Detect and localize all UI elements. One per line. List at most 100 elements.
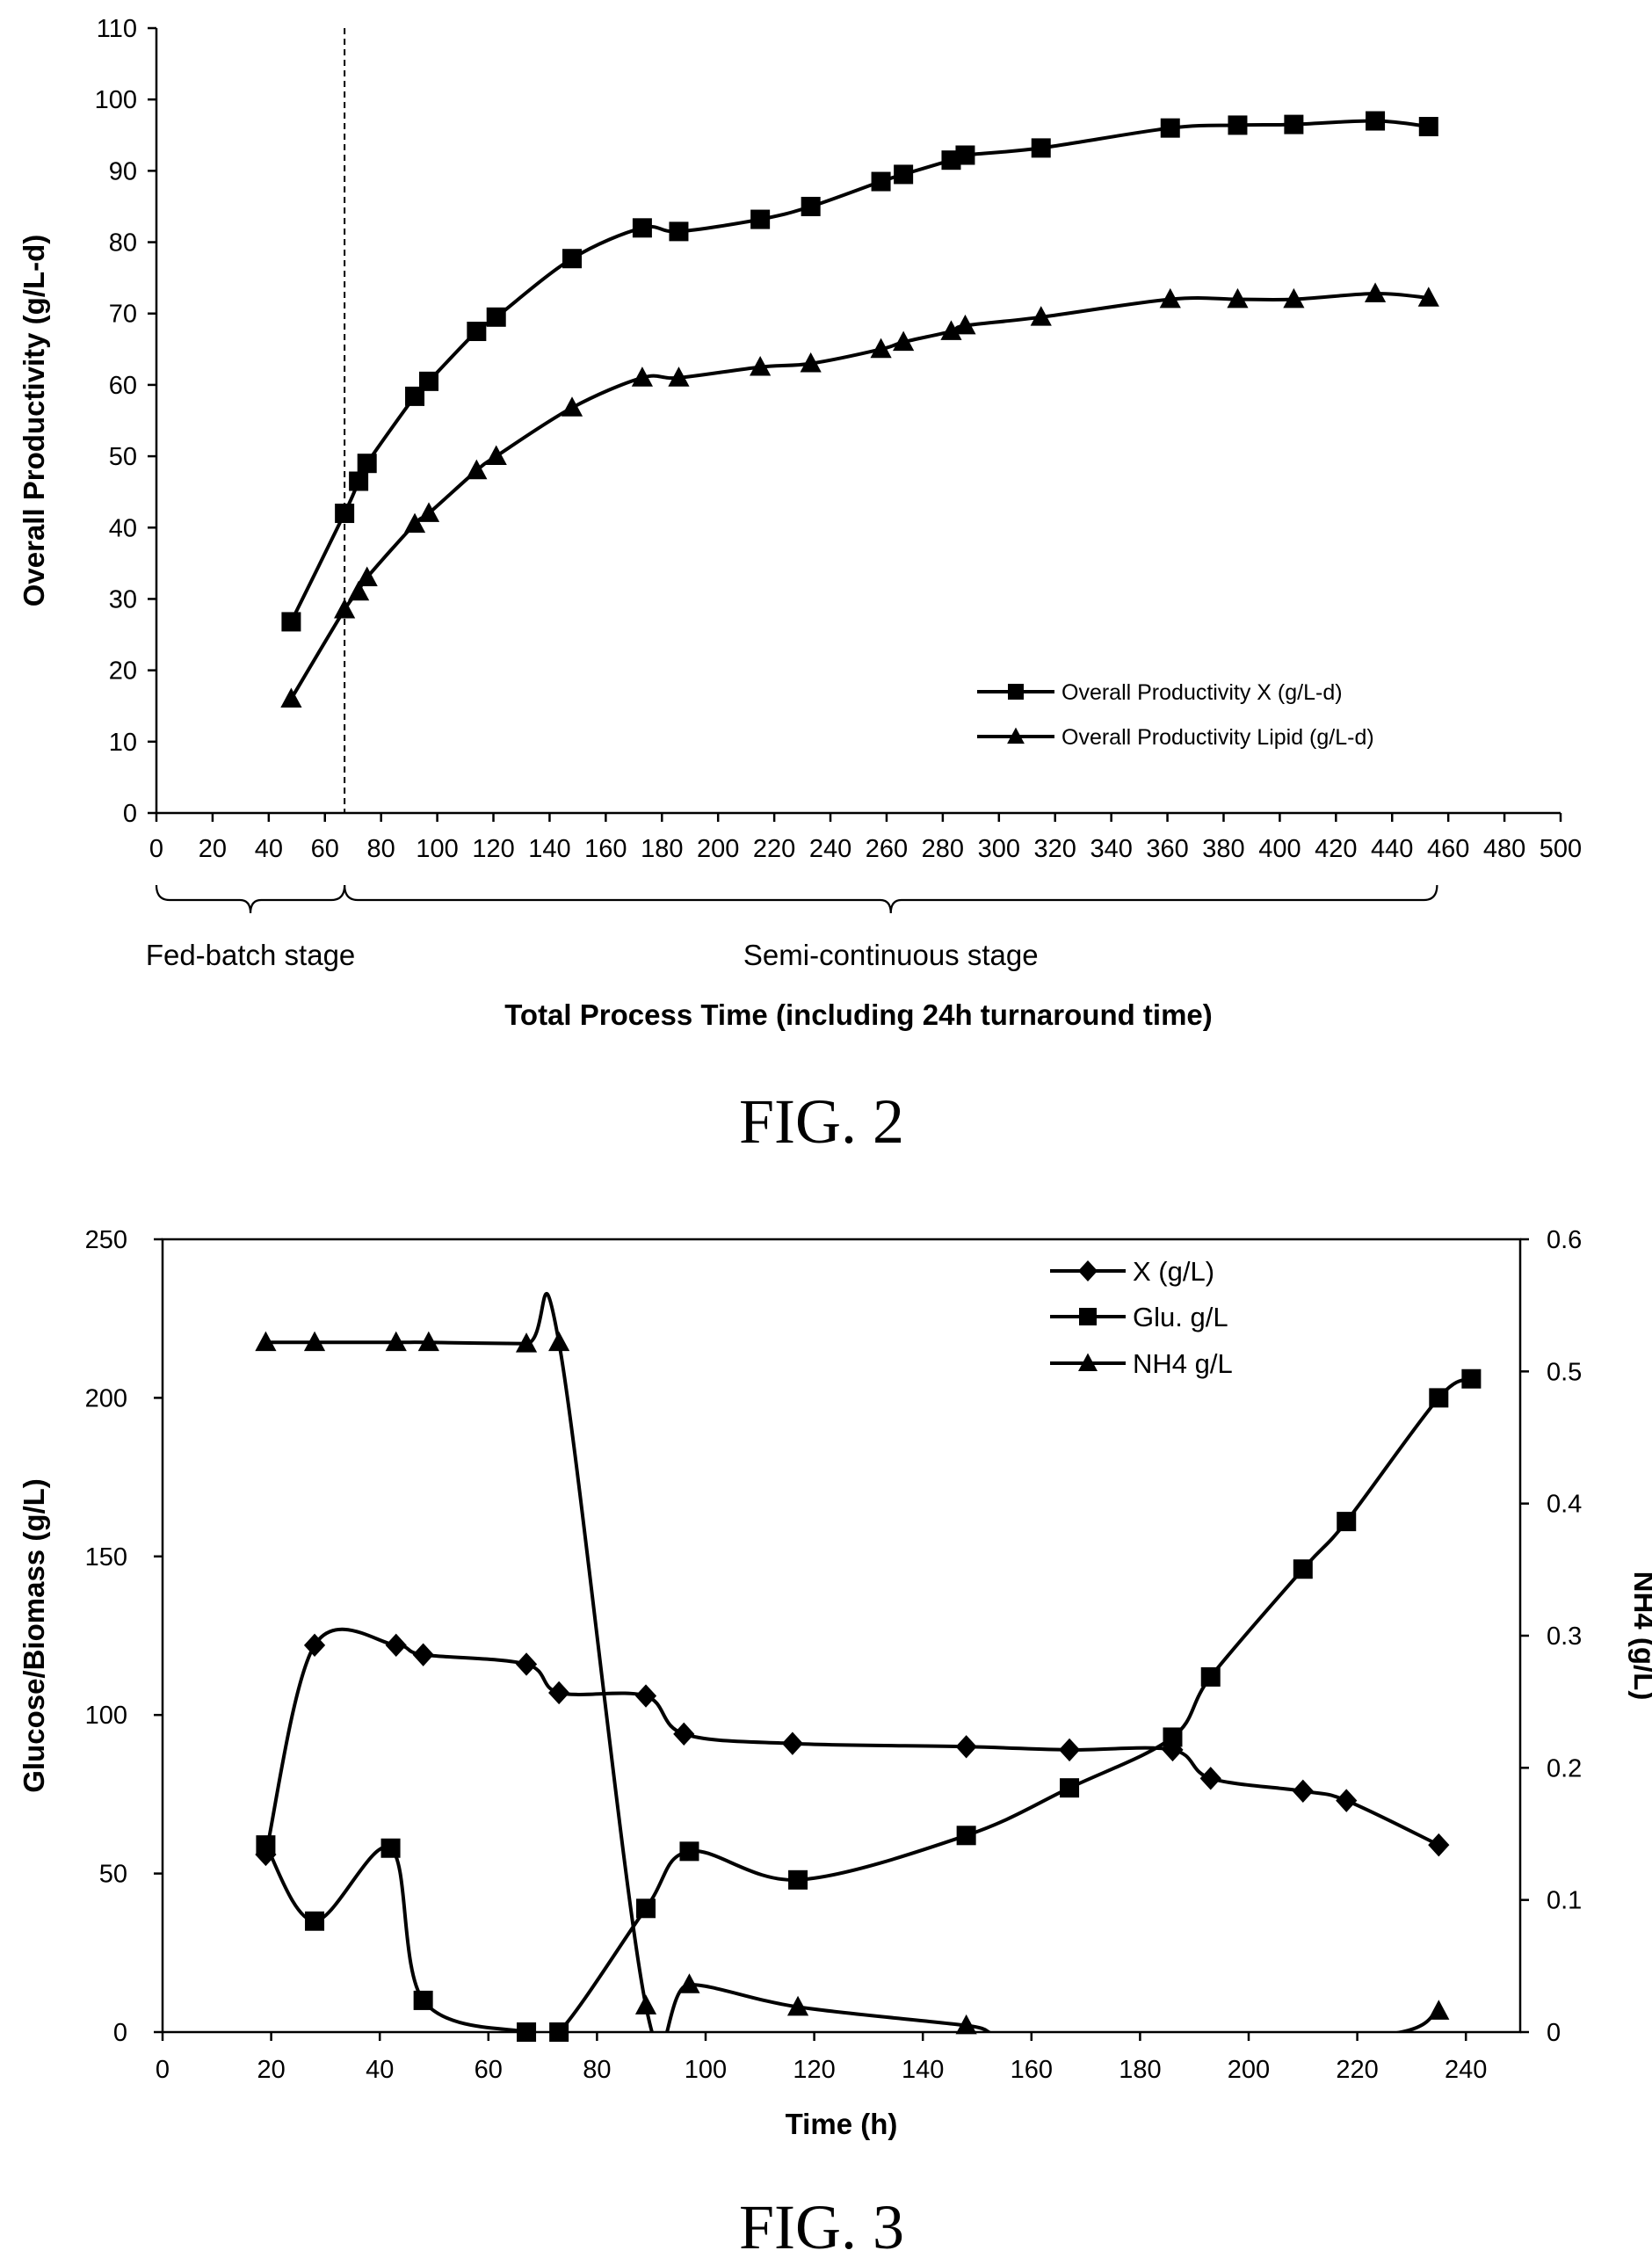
data-point <box>1364 282 1387 302</box>
data-point <box>549 2022 569 2042</box>
data-point <box>786 1995 809 2016</box>
legend-marker <box>1078 1260 1098 1281</box>
data-point <box>1428 2000 1450 2020</box>
fig2-chart: 0 10 20 30 40 50 60 70 80 90 100 110 0 20 40 60 80 100 120… <box>18 15 1582 1157</box>
data-point <box>894 164 914 185</box>
data-point <box>1030 306 1052 326</box>
data-point <box>1159 287 1181 309</box>
x-tick-label: 240 <box>809 835 851 863</box>
x-tick-label: 160 <box>1011 2056 1053 2084</box>
data-point <box>1293 1559 1313 1579</box>
series-line <box>264 1376 1473 2032</box>
data-point <box>1428 1833 1450 1857</box>
data-point <box>632 218 652 238</box>
data-point <box>1031 138 1051 158</box>
x-tick-label: 20 <box>257 2056 285 2084</box>
y2-tick-label: 0.3 <box>1547 1623 1582 1651</box>
x-tick-label: 100 <box>685 2056 727 2084</box>
data-point <box>561 396 583 417</box>
x-tick-label: 420 <box>1315 835 1357 863</box>
data-point <box>357 454 377 474</box>
data-point <box>1292 1779 1314 1803</box>
data-point <box>256 1835 276 1855</box>
data-point <box>562 249 583 269</box>
data-point <box>303 1331 326 1352</box>
data-point <box>548 1331 570 1352</box>
x-tick-label: 80 <box>583 2056 611 2084</box>
series-line <box>264 1627 1440 1855</box>
stage-brace <box>344 884 1438 914</box>
data-point <box>636 1898 656 1919</box>
data-point <box>634 1684 657 1708</box>
data-point <box>1228 115 1248 135</box>
x-tick-label: 340 <box>1090 835 1132 863</box>
data-point <box>673 1722 695 1746</box>
data-point <box>801 196 821 216</box>
y-tick-label: 100 <box>95 86 137 114</box>
data-point <box>668 367 690 387</box>
data-point <box>1337 1512 1357 1532</box>
x-tick-label: 460 <box>1427 835 1469 863</box>
data-point <box>466 459 488 480</box>
x-tick-label: 40 <box>255 835 283 863</box>
legend-entry: X (g/L) <box>1133 1256 1214 1287</box>
data-point <box>335 504 355 524</box>
data-point <box>788 1869 808 1890</box>
data-point <box>750 209 771 229</box>
x-tick-label: 60 <box>311 835 339 863</box>
x-tick-label: 140 <box>902 2056 944 2084</box>
data-point <box>955 2014 977 2035</box>
data-point <box>1283 287 1305 309</box>
y2-tick-label: 0.2 <box>1547 1754 1582 1782</box>
data-point <box>1200 1666 1221 1687</box>
y2-tick-label: 0.6 <box>1547 1226 1582 1254</box>
x-tick-label: 160 <box>584 835 627 863</box>
data-point <box>750 355 772 376</box>
data-point <box>515 1332 538 1353</box>
data-point <box>412 1643 434 1666</box>
data-point <box>405 386 425 406</box>
y2-tick-label: 0.1 <box>1547 1887 1582 1915</box>
data-point <box>1366 111 1386 131</box>
y-tick-label: 100 <box>85 1702 127 1730</box>
x-tick-label: 140 <box>528 835 570 863</box>
x-tick-label: 0 <box>149 835 163 863</box>
y-tick-label: 0 <box>113 2019 127 2047</box>
x-tick-label: 360 <box>1146 835 1188 863</box>
x-tick-label: 500 <box>1540 835 1582 863</box>
x-tick-label: 60 <box>475 2056 503 2084</box>
data-point <box>255 1331 277 1352</box>
data-point <box>403 512 426 534</box>
x-tick-label: 240 <box>1445 2056 1487 2084</box>
data-point <box>485 445 507 465</box>
x-tick-label: 0 <box>156 2056 170 2084</box>
data-point <box>893 330 915 352</box>
y-tick-label: 50 <box>99 1861 127 1889</box>
data-point <box>380 1838 401 1858</box>
legend-entry: NH4 g/L <box>1133 1348 1233 1379</box>
x-axis-title: Total Process Time (including 24h turnar… <box>504 998 1213 1031</box>
y-tick-label: 20 <box>109 657 137 686</box>
data-point <box>348 580 370 601</box>
data-point <box>1227 287 1249 309</box>
y-tick-label: 70 <box>109 301 137 329</box>
data-point <box>1199 1767 1221 1790</box>
y-axis-title: Glucose/Biomass (g/L) <box>18 1478 50 1793</box>
x-tick-label: 440 <box>1371 835 1413 863</box>
x-tick-label: 200 <box>697 835 739 863</box>
y2-tick-label: 0.4 <box>1547 1491 1582 1519</box>
data-point <box>1417 287 1439 307</box>
x-tick-label: 280 <box>922 835 964 863</box>
data-point <box>517 2022 537 2042</box>
data-point <box>800 352 822 373</box>
data-point <box>678 1973 700 1993</box>
x-axis-title: Time (h) <box>786 2108 898 2140</box>
figure-caption: FIG. 2 <box>739 1086 904 1157</box>
series-line <box>289 119 1430 623</box>
y2-tick-label: 0.5 <box>1547 1358 1582 1386</box>
data-point <box>486 307 506 327</box>
data-point <box>956 1826 976 1846</box>
data-point <box>467 322 487 342</box>
data-point <box>955 1735 977 1759</box>
